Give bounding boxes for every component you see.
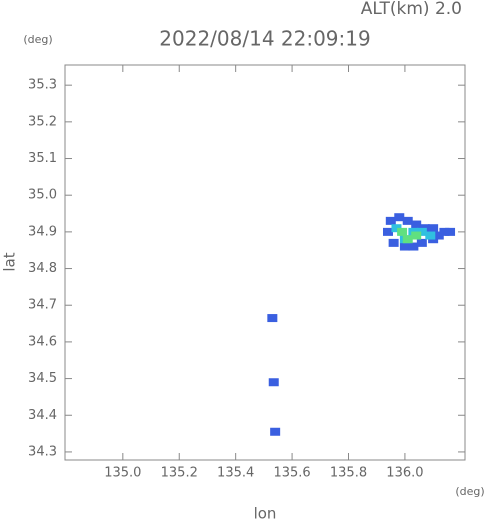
y-tick-label: 35.3 bbox=[28, 78, 57, 93]
y-tick-label: 34.7 bbox=[28, 298, 57, 313]
y-tick-label: 35.0 bbox=[28, 188, 57, 203]
y-tick-label: 34.5 bbox=[28, 371, 57, 386]
x-unit: (deg) bbox=[455, 485, 484, 498]
echo-cell bbox=[433, 231, 444, 240]
echo-cell bbox=[411, 220, 422, 229]
y-tick-label: 34.8 bbox=[28, 261, 57, 276]
x-tick-label: 135.2 bbox=[161, 466, 198, 481]
echo-cell bbox=[388, 238, 399, 247]
echo-cell bbox=[428, 224, 439, 233]
x-tick-label: 135.8 bbox=[330, 466, 367, 481]
echo-cell bbox=[408, 242, 419, 251]
y-tick-label: 34.6 bbox=[28, 334, 57, 349]
echo-cell bbox=[439, 227, 450, 236]
echo-cell bbox=[268, 378, 279, 387]
x-tick-label: 135.0 bbox=[104, 466, 141, 481]
echo-cell bbox=[445, 227, 456, 236]
echo-cell bbox=[385, 216, 396, 225]
y-tick-label: 34.4 bbox=[28, 408, 57, 423]
y-unit: (deg) bbox=[23, 33, 52, 46]
y-axis-label: lat bbox=[1, 252, 19, 271]
x-tick-label: 135.4 bbox=[217, 466, 254, 481]
echo-cell bbox=[416, 227, 427, 236]
echo-cell bbox=[382, 227, 393, 236]
y-tick-label: 34.9 bbox=[28, 224, 57, 239]
echo-cell bbox=[402, 235, 413, 244]
altitude-label: ALT(km) 2.0 bbox=[361, 0, 462, 19]
echo-cell bbox=[267, 314, 278, 323]
echo-cell bbox=[411, 231, 422, 240]
x-tick-label: 135.6 bbox=[273, 466, 310, 481]
echo-cell bbox=[399, 242, 410, 251]
x-tick-label: 136.0 bbox=[386, 466, 423, 481]
echo-cell bbox=[394, 213, 405, 222]
y-tick-label: 35.1 bbox=[28, 151, 57, 166]
echo-cell bbox=[425, 231, 436, 240]
echo-cell bbox=[402, 216, 413, 225]
plot-frame bbox=[64, 64, 466, 461]
echo-cell bbox=[416, 238, 427, 247]
y-tick-label: 35.2 bbox=[28, 114, 57, 129]
echo-cell bbox=[397, 227, 408, 236]
echo-cell bbox=[270, 427, 281, 436]
chart-title: 2022/08/14 22:09:19 bbox=[159, 27, 370, 51]
y-tick-label: 34.3 bbox=[28, 444, 57, 459]
x-axis-label: lon bbox=[254, 505, 277, 521]
echo-cell bbox=[391, 224, 402, 233]
